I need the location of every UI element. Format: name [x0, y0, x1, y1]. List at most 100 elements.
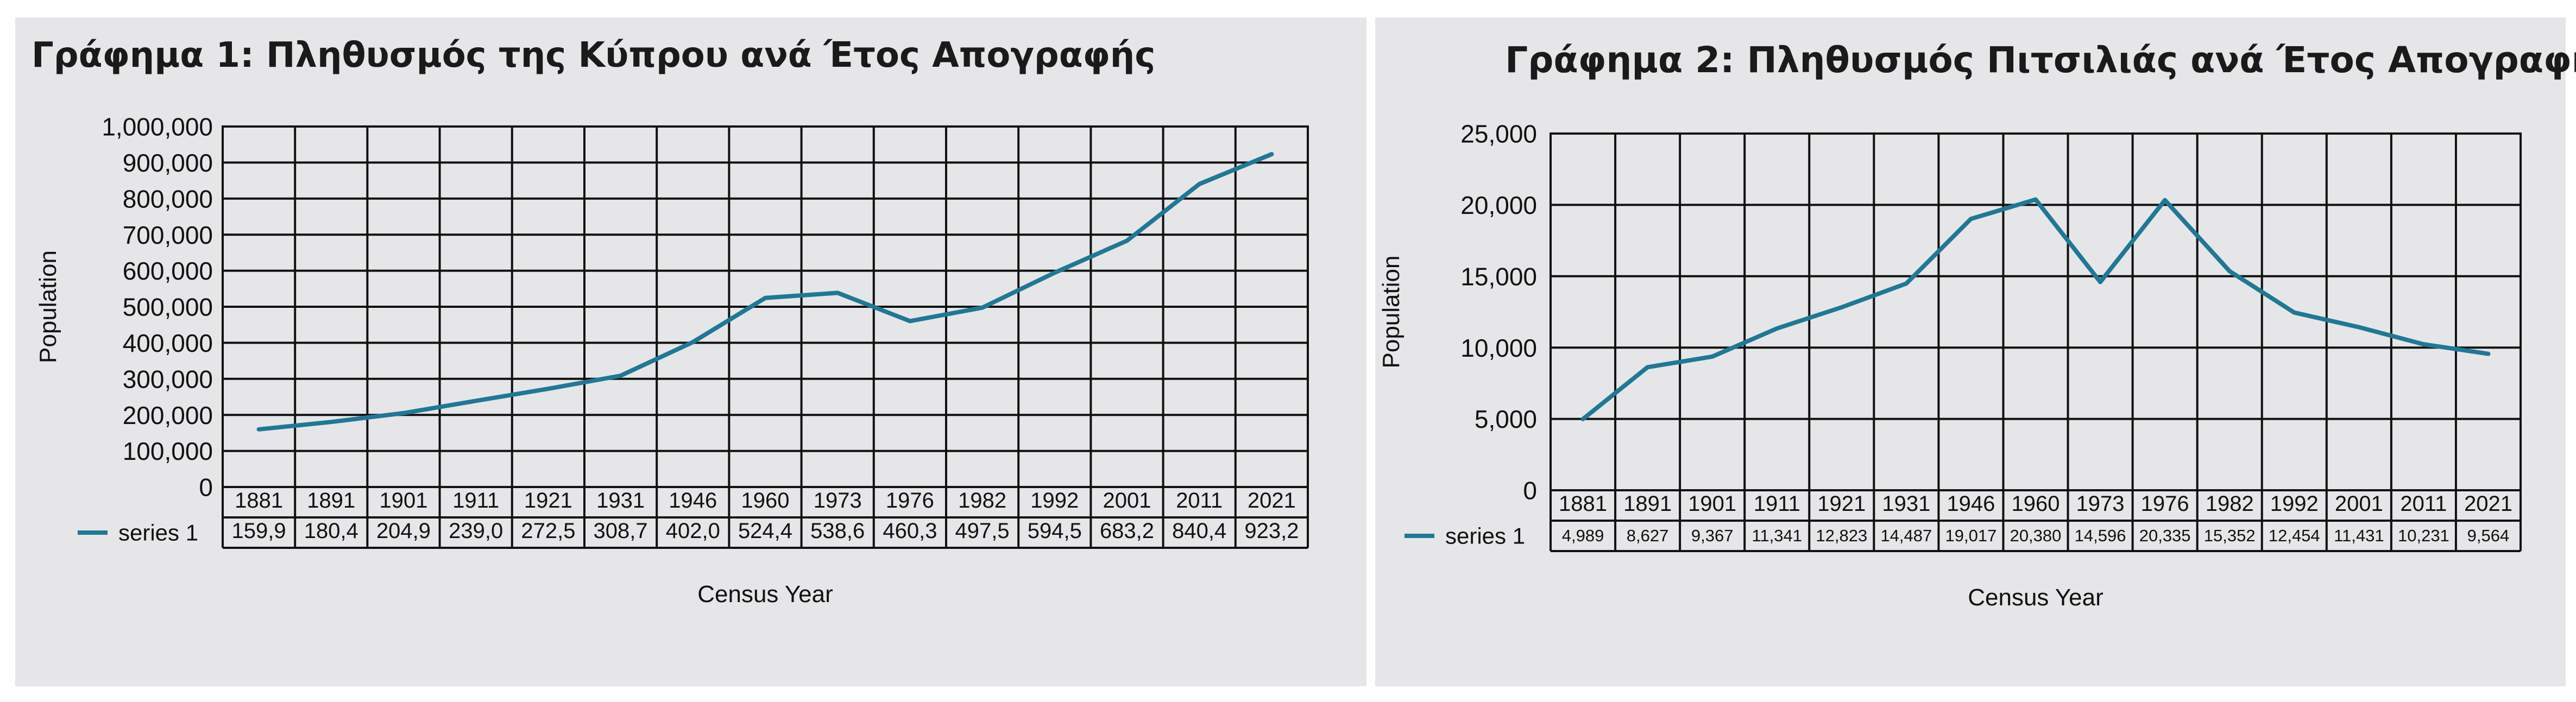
data-label: 239,0 — [449, 519, 503, 543]
data-point — [764, 296, 766, 299]
data-label: 524,4 — [738, 519, 792, 543]
x-axis-label: Census Year — [697, 581, 833, 608]
x-tick-label: 1946 — [1947, 492, 1995, 516]
chart-title: Γράφημα 2: Πληθυσμός Πιτσιλιάς ανά Έτος … — [1505, 39, 2576, 81]
data-label: 9,367 — [1691, 526, 1734, 545]
data-label: 19,017 — [1945, 526, 1997, 545]
x-tick-label: 2011 — [1176, 489, 1223, 513]
data-label: 8,627 — [1627, 526, 1669, 545]
x-tick-label: 1992 — [2270, 492, 2319, 516]
x-tick-label: 1901 — [1688, 492, 1736, 516]
x-tick-label: 2011 — [2400, 492, 2447, 516]
y-tick-label: 5,000 — [1475, 405, 1537, 433]
data-label: 594,5 — [1028, 519, 1082, 543]
data-point — [1711, 355, 1714, 358]
y-tick-label: 800,000 — [123, 185, 213, 213]
data-label: 4,989 — [1562, 526, 1604, 545]
data-label: 159,9 — [232, 519, 286, 543]
data-point — [547, 388, 550, 390]
x-tick-label: 1931 — [596, 489, 645, 513]
data-label: 14,487 — [1880, 526, 1932, 545]
series-line — [1580, 197, 2491, 421]
data-point — [330, 421, 332, 423]
data-label: 12,823 — [1816, 526, 1867, 545]
x-tick-label: 1982 — [2206, 492, 2254, 516]
y-axis-label: Population — [1378, 256, 1404, 369]
data-label: 20,380 — [2010, 526, 2062, 545]
y-tick-label: 700,000 — [123, 221, 213, 249]
x-tick-label: 1891 — [1623, 492, 1672, 516]
data-point — [1775, 327, 1778, 330]
x-tick-label: 1982 — [958, 489, 1006, 513]
legend-label: series 1 — [1445, 523, 1525, 549]
data-point — [2358, 326, 2360, 328]
x-tick-label: 1921 — [524, 489, 572, 513]
data-label: 10,231 — [2398, 526, 2449, 545]
data-point — [2164, 199, 2166, 201]
data-label: 12,454 — [2269, 526, 2320, 545]
data-label: 683,2 — [1100, 519, 1154, 543]
data-label: 497,5 — [955, 519, 1010, 543]
x-tick-label: 2001 — [1103, 489, 1151, 513]
data-point — [691, 341, 694, 344]
x-tick-label: 1881 — [235, 489, 283, 513]
x-tick-label: 1973 — [2076, 492, 2125, 516]
y-tick-label: 200,000 — [123, 401, 213, 429]
x-tick-label: 1891 — [307, 489, 355, 513]
x-tick-label: 1973 — [814, 489, 862, 513]
chart-title: Γράφημα 1: Πληθυσμός της Κύπρου ανά Έτος… — [32, 35, 1155, 75]
x-tick-label: 1992 — [1030, 489, 1079, 513]
data-point — [257, 428, 260, 431]
data-point — [1582, 418, 1584, 420]
series-line — [256, 152, 1274, 432]
y-tick-label: 900,000 — [123, 149, 213, 177]
chart-panel-2 — [1375, 17, 2566, 686]
x-tick-label: 1960 — [741, 489, 790, 513]
data-point — [2293, 311, 2296, 314]
x-tick-label: 1901 — [380, 489, 428, 513]
x-tick-label: 1976 — [2141, 492, 2189, 516]
data-point — [836, 292, 839, 294]
data-label: 180,4 — [304, 519, 358, 543]
data-point — [1905, 282, 1907, 285]
y-axis-label: Population — [35, 250, 61, 363]
y-tick-label: 0 — [1523, 477, 1537, 505]
data-point — [475, 400, 477, 402]
data-point — [2035, 198, 2037, 201]
data-point — [909, 320, 911, 322]
x-tick-label: 1911 — [1754, 492, 1800, 516]
data-label: 460,3 — [883, 519, 937, 543]
data-label: 11,341 — [1752, 526, 1802, 545]
data-label: 272,5 — [521, 519, 575, 543]
y-tick-label: 15,000 — [1460, 262, 1537, 290]
y-tick-label: 1,000,000 — [102, 113, 213, 141]
y-tick-label: 600,000 — [123, 257, 213, 285]
data-point — [1969, 218, 1972, 220]
y-tick-label: 100,000 — [123, 437, 213, 465]
x-tick-label: 2021 — [1248, 489, 1296, 513]
data-point — [2422, 343, 2425, 346]
data-label: 15,352 — [2204, 526, 2256, 545]
data-point — [2099, 281, 2102, 283]
data-point — [981, 306, 984, 309]
data-label: 11,431 — [2334, 526, 2384, 545]
chart-2: Γράφημα 2: Πληθυσμός Πιτσιλιάς ανά Έτος … — [1378, 39, 2576, 611]
data-point — [1646, 366, 1649, 369]
x-tick-label: 1881 — [1559, 492, 1607, 516]
data-point — [619, 375, 622, 377]
data-label: 20,335 — [2139, 526, 2191, 545]
data-label: 840,4 — [1172, 519, 1226, 543]
y-tick-label: 25,000 — [1460, 120, 1537, 148]
data-label: 308,7 — [594, 519, 648, 543]
data-point — [1840, 306, 1843, 309]
chart-panel-1 — [15, 17, 1366, 686]
y-tick-label: 0 — [199, 473, 213, 502]
data-point — [2487, 352, 2490, 355]
x-axis-label: Census Year — [1968, 584, 2103, 611]
x-tick-label: 1946 — [669, 489, 717, 513]
x-tick-label: 1960 — [2012, 492, 2060, 516]
y-tick-label: 10,000 — [1460, 334, 1537, 362]
plot-area — [1550, 132, 2522, 491]
